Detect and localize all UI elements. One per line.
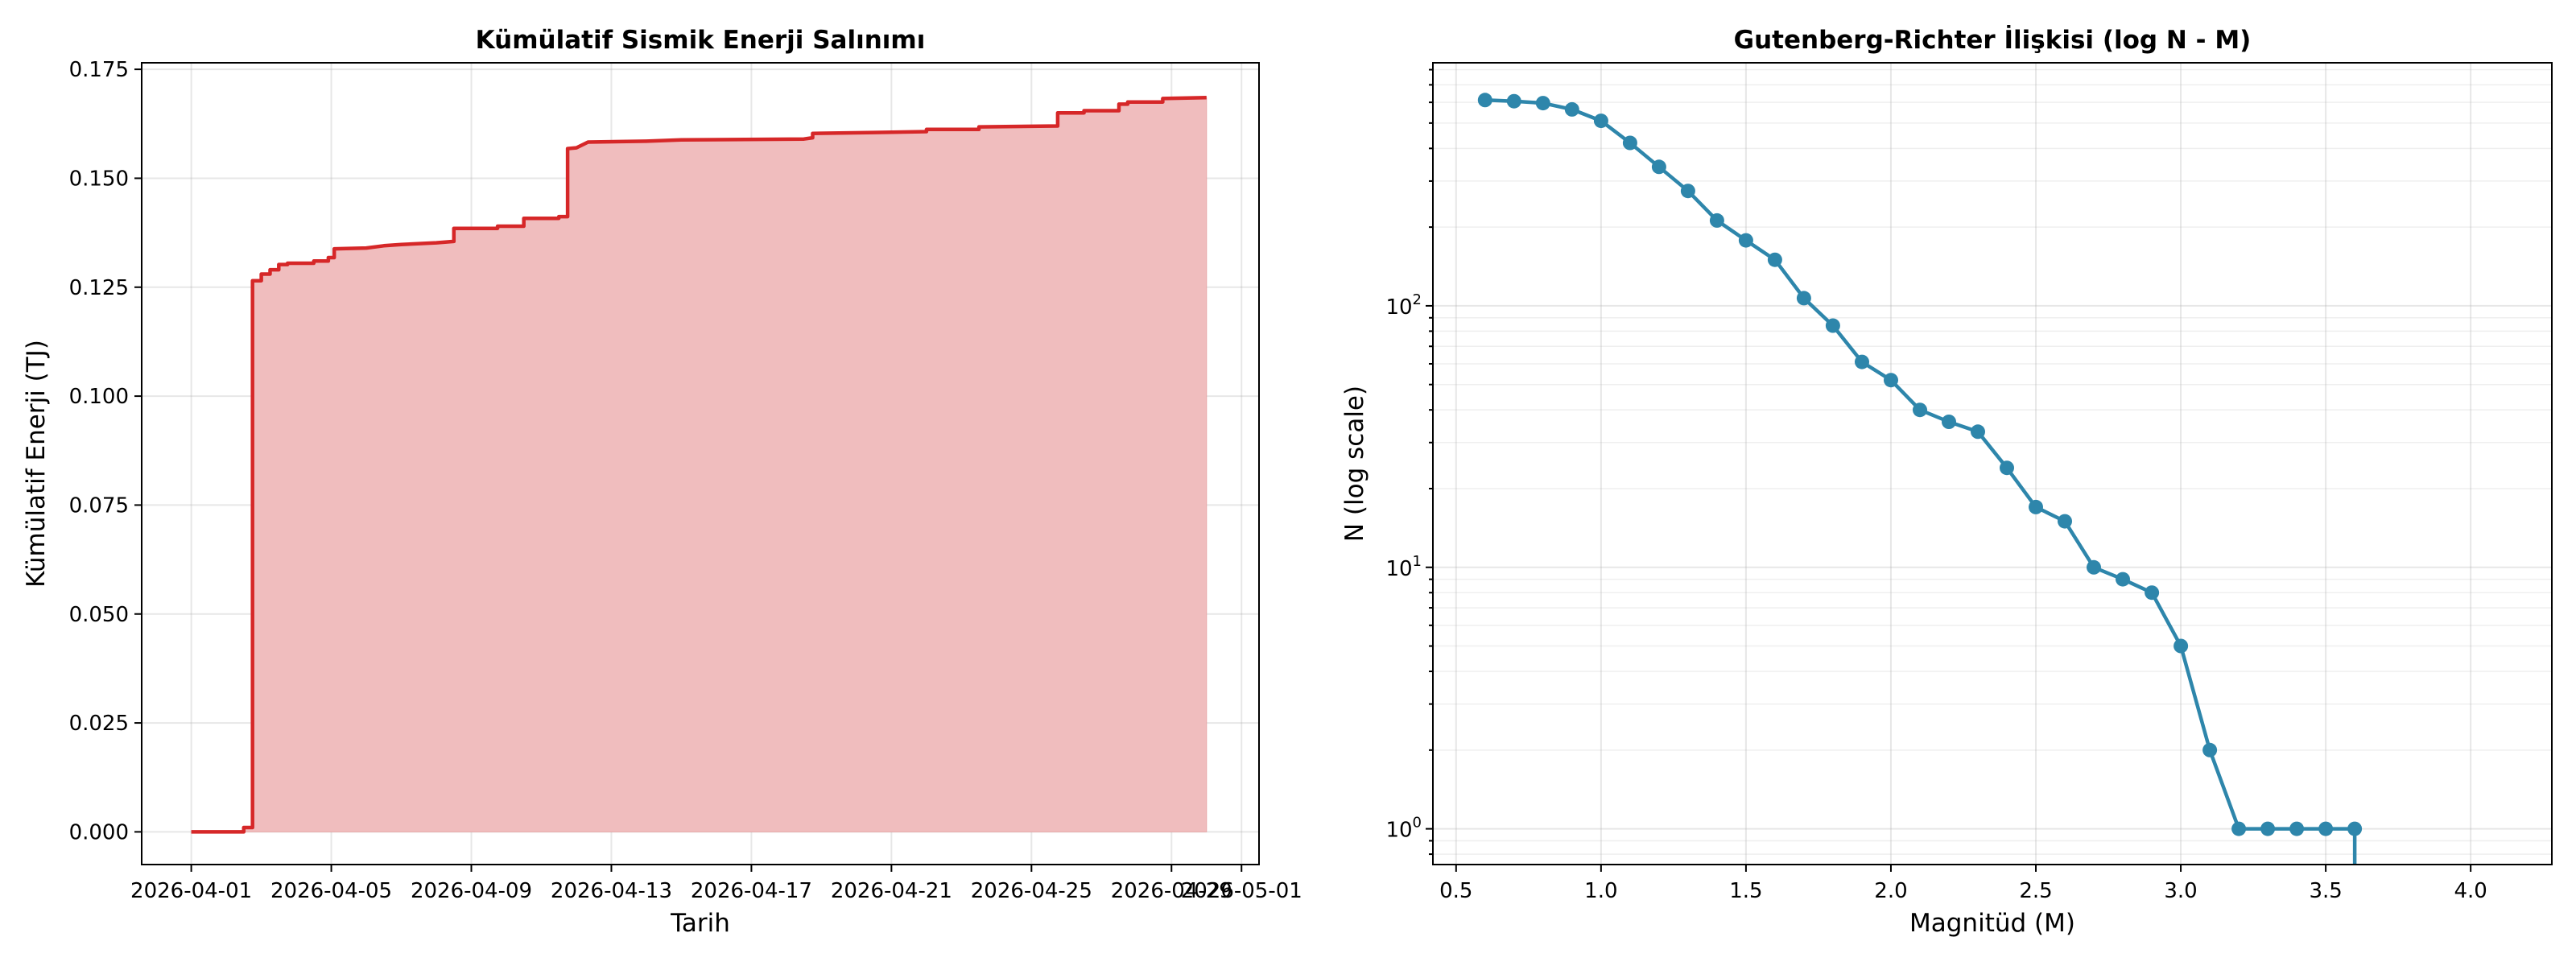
gr-x-tick-label: 4.0 [2454,879,2487,903]
gr-series [1477,93,2363,865]
gr-x-tick-label: 0.5 [1439,879,1472,903]
gr-data-point [1796,291,1811,306]
gr-data-point [1680,184,1695,199]
gr-y-tick-label: 100 [1385,815,1422,843]
energy-plot-frame [141,62,1260,865]
gr-x-tick-label: 2.5 [2019,879,2052,903]
gr-x-tick-label: 2.0 [1874,879,1907,903]
gr-y-tick-base: 10 [1385,819,1412,843]
gr-data-point [1767,252,1782,267]
gr-chart-title: Gutenberg-Richter İlişkisi (log N - M) [1734,26,2252,55]
gr-y-tick-exponent: 0 [1413,815,1422,832]
gr-series-line [1484,98,2355,831]
energy-area-fill [191,97,1208,832]
gr-data-point [1506,93,1521,109]
energy-x-tick-label: 2026-04-29 [1111,879,1232,903]
gr-x-axis-label: Magnitüd (M) [1909,909,2075,938]
gr-data-point [1738,233,1753,248]
gr-data-point [2260,821,2276,836]
gr-data-point [1855,354,1869,369]
gr-x-tick-label: 1.5 [1729,879,1762,903]
energy-y-tick-label: 0.125 [69,276,129,300]
gr-data-point [2174,638,2189,654]
gr-data-point [1593,114,1608,129]
energy-y-axis-label: Kümülatif Enerji (TJ) [22,340,51,588]
energy-y-tick-label: 0.000 [69,820,129,844]
energy-x-tick-label: 2026-04-09 [411,879,532,903]
energy-y-tick-label: 0.175 [69,58,129,82]
gr-data-point [1564,101,1579,117]
energy-x-tick-label: 2026-04-01 [130,879,252,903]
gr-data-point [1477,93,1492,108]
gr-data-point [1913,402,1927,418]
gr-data-point [2318,821,2334,836]
energy-x-tick-label: 2026-04-21 [831,879,952,903]
gr-data-point [1622,135,1637,151]
gr-data-point [2058,514,2072,529]
gr-data-point [2202,742,2218,757]
gr-y-tick-label: 101 [1385,553,1422,581]
energy-y-tick-label: 0.100 [69,385,129,409]
gr-data-point [1884,373,1898,388]
energy-x-tick-label: 2026-04-13 [551,879,672,903]
gr-y-tick-base: 10 [1385,557,1412,581]
gr-data-point [2231,821,2247,836]
gr-data-point [2000,460,2014,476]
gr-data-point [2029,499,2043,514]
gr-data-point [1651,159,1666,175]
energy-x-tick-label: 2026-04-25 [971,879,1092,903]
gr-data-point [1971,424,1985,440]
energy-chart-title: Kümülatif Sismik Enerji Salınımı [476,26,926,55]
gr-data-point [2289,821,2305,836]
gr-x-tick-label: 3.5 [2309,879,2342,903]
energy-y-ticks: 0.000 0.025 0.050 0.075 0.100 0.125 0.150 0.175 [69,58,142,844]
gr-data-point [1825,318,1840,333]
gr-data-point [1709,213,1724,228]
gr-data-point [2116,572,2130,587]
gr-data-point [1942,415,1956,429]
energy-y-tick-label: 0.050 [69,603,129,627]
energy-y-tick-label: 0.025 [69,712,129,736]
energy-y-tick-label: 0.150 [69,167,129,191]
gr-gridlines [1433,63,2552,865]
gr-data-point [2145,585,2160,601]
energy-x-tick-label: 2026-04-17 [691,879,812,903]
energy-series-line [191,96,1207,834]
gr-y-tick-exponent: 1 [1413,553,1422,570]
gr-x-ticks: 0.5 1.0 1.5 2.0 2.5 3.0 3.5 4.0 [1439,865,2487,903]
energy-x-tick-label: 2026-05-01 [1181,879,1302,903]
gr-x-tick-label: 3.0 [2164,879,2197,903]
gr-y-axis-label: N (log scale) [1340,386,1369,542]
gr-data-point [2347,821,2363,836]
energy-y-tick-label: 0.075 [69,493,129,518]
gr-x-tick-label: 1.0 [1584,879,1617,903]
energy-x-axis-label: Tarih [670,909,730,938]
gr-y-tick-exponent: 2 [1413,291,1422,308]
gr-y-tick-base: 10 [1385,295,1412,320]
chart-energy: 2026-04-01 2026-04-05 2026-04-09 2026-04-13… [22,26,1302,938]
gr-data-point [2087,559,2101,575]
gr-plot-frame [1432,62,2553,865]
gr-data-point [1535,96,1550,111]
energy-x-ticks: 2026-04-01 2026-04-05 2026-04-09 2026-04-13… [130,865,1302,903]
gr-y-tick-label: 102 [1385,291,1422,320]
energy-x-tick-label: 2026-04-05 [270,879,392,903]
